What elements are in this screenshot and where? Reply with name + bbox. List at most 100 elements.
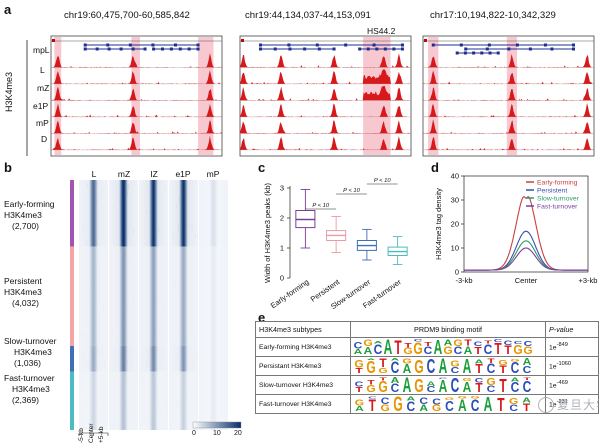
signal-track [240, 69, 411, 84]
heatmap-speckle [143, 378, 144, 383]
heatmap-speckle [92, 396, 93, 402]
header-subtypes: H3K4me3 subtypes [255, 321, 351, 338]
heatmap-cell [109, 180, 138, 247]
motif-letter-C: C [451, 376, 460, 392]
heatmap-speckle [178, 286, 179, 289]
motif-letter-C: C [381, 396, 390, 406]
heatmap-speckle [150, 420, 151, 422]
motif-letter-C: C [424, 345, 433, 354]
gene-exon [178, 47, 182, 51]
heatmap-speckle [132, 369, 134, 372]
gene-exon [571, 43, 575, 47]
motif-letter-G: G [366, 359, 375, 373]
heatmap-speckle [163, 349, 165, 356]
panel-letter-d: d [431, 160, 439, 175]
heatmap-cell [169, 346, 198, 372]
heatmap-speckle [121, 392, 122, 397]
motif-letter-A: A [522, 396, 532, 404]
pvalue-base: 1e [549, 382, 557, 390]
heatmap-speckle [119, 200, 120, 203]
group-label-persistent: Persistent H3K4me3 (4,032) [4, 276, 42, 309]
group-label-fast: Fast-turnover H3K4me3 (2,369) [4, 373, 55, 406]
heatmap-speckle [93, 326, 94, 333]
motif-letter-C: C [523, 365, 532, 373]
heatmap-cell [109, 371, 138, 430]
motif-letter-C: C [454, 346, 463, 354]
heatmap-speckle [147, 270, 148, 274]
y-tick-label: 20 [451, 220, 459, 229]
motif-letter-A: A [484, 395, 493, 411]
heatmap-speckle [178, 196, 180, 203]
heatmap-speckle [206, 223, 207, 225]
y-tick-label: 0 [280, 274, 284, 283]
motif-letter-C: C [511, 360, 520, 373]
motif-letter-G: G [445, 397, 454, 401]
heatmap-speckle [103, 305, 104, 311]
heatmap-speckle [176, 356, 177, 359]
heatmap-speckle [96, 182, 98, 187]
gene-exon [528, 47, 532, 51]
university-seal-icon [538, 397, 554, 413]
gene-exon [480, 51, 484, 55]
gene-exon [366, 47, 370, 51]
group-persistent-count: (4,032) [12, 298, 39, 308]
motif-letter-G: G [458, 396, 468, 400]
heatmap-speckle [127, 306, 128, 313]
motif-letter-G: G [414, 358, 423, 373]
heatmap-col-mP: mP [206, 169, 220, 179]
motif-letter-C: C [427, 386, 436, 392]
motif-letter-C: C [471, 397, 480, 411]
significance-label: P < 10 [343, 188, 360, 194]
gene-exon [143, 47, 147, 51]
pvalue-exp: -849 [556, 342, 568, 349]
heatmap-speckle [134, 403, 135, 406]
heatmap-speckle [193, 365, 194, 370]
motif-letter-T: T [355, 386, 362, 392]
motif-letter-T: T [487, 358, 495, 365]
box-1 [295, 189, 316, 249]
profile-line-3 [464, 240, 588, 271]
heatmap-speckle [145, 359, 147, 363]
gene-exon [95, 47, 99, 51]
gene-exon [119, 47, 123, 51]
motif-row-name: Early-forming H3K4me3 [255, 337, 351, 357]
heatmap-cell [199, 246, 228, 347]
motif-letter-A: A [403, 376, 412, 392]
x-tick-label: Early-forming [269, 277, 311, 310]
heatmap-speckle [220, 383, 221, 387]
heatmap-cell [79, 346, 108, 372]
heatmap-speckle [145, 242, 146, 245]
heatmap-speckle [119, 425, 120, 430]
gene-exon [344, 43, 348, 47]
motif-letter-C: C [427, 357, 436, 373]
heatmap-speckle [189, 428, 190, 433]
signal-track [240, 53, 411, 68]
heatmap-speckle [176, 403, 177, 409]
motif-row-name: Slow-turnover H3K4me3 [255, 375, 351, 395]
heatmap-speckle [158, 404, 159, 408]
heatmap-speckle [116, 419, 117, 423]
heatmap-col-IZ: IZ [150, 169, 158, 179]
heatmap-speckle [214, 372, 215, 375]
panel-letter-b: b [4, 160, 12, 175]
motif-letter-C: C [355, 381, 364, 389]
heatmap-speckle [205, 335, 206, 341]
group-sidebar-4 [70, 371, 74, 430]
motif-table-header: H3K4me3 subtypes PRDM9 binding motif P-v… [255, 321, 599, 338]
gene-exon [196, 43, 200, 47]
panel-letter-e: e [258, 310, 266, 325]
motif-letter-G: G [509, 398, 518, 407]
motif-letter-A: A [407, 396, 416, 402]
motif-letter-A: A [444, 339, 453, 348]
heatmap-speckle [221, 297, 222, 303]
heatmap-speckle [102, 346, 103, 350]
heatmap-speckle [127, 191, 128, 197]
gene-exon [487, 43, 491, 47]
header-motif: PRDM9 binding motif [350, 321, 546, 338]
gene-exon [488, 51, 492, 55]
motif-letter-C: C [504, 340, 513, 347]
heatmap-cell [109, 246, 138, 347]
group-slow-count: (1,036) [14, 358, 41, 368]
